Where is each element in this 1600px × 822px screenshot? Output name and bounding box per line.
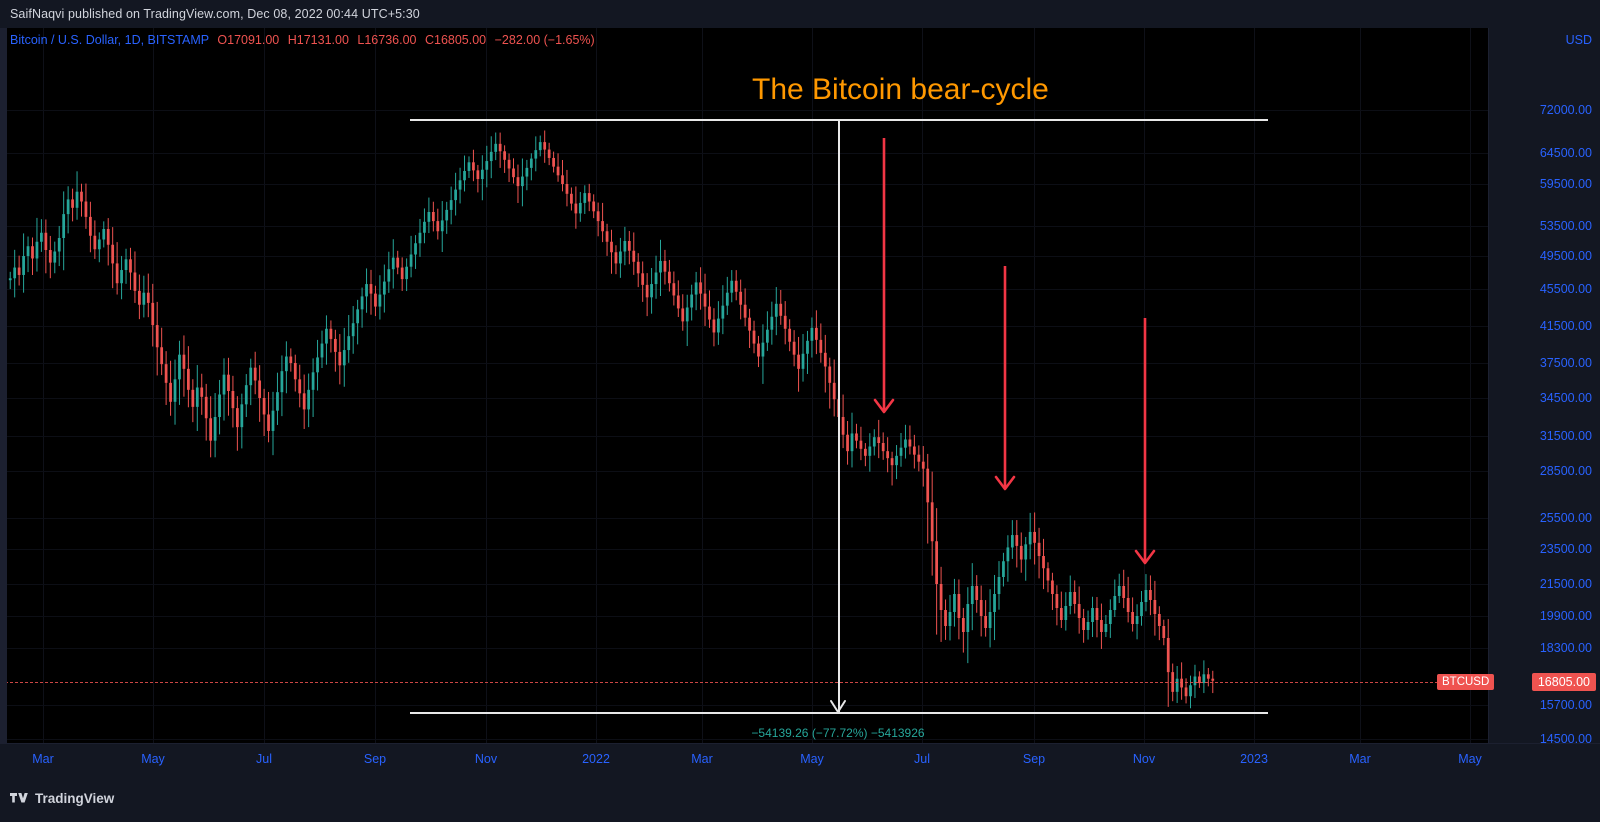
chart-plot-area[interactable]: The Bitcoin bear-cycle −54139.26 (−77.72… — [0, 28, 1488, 743]
time-axis-tick: Sep — [1022, 752, 1046, 766]
legend-high: H17131.00 — [287, 33, 349, 47]
time-axis-tick: May — [1458, 752, 1482, 766]
time-axis[interactable]: Mar May Jul Sep Nov 2022 Mar May Jul Sep Nov 2023 Ma… — [0, 743, 1600, 775]
vertical-gridline — [1470, 28, 1471, 743]
horizontal-gridline — [0, 184, 1488, 185]
horizontal-gridline — [0, 584, 1488, 585]
horizontal-gridline — [0, 549, 1488, 550]
measure-bottom-line[interactable] — [410, 712, 1268, 714]
horizontal-gridline — [0, 398, 1488, 399]
price-axis-tick: 31500.00 — [1539, 429, 1592, 443]
horizontal-gridline — [0, 436, 1488, 437]
legend-open: O17091.00 — [217, 33, 280, 47]
symbol-price-badge[interactable]: BTCUSD — [1437, 674, 1495, 690]
chart-title-annotation[interactable]: The Bitcoin bear-cycle — [752, 73, 1049, 106]
time-axis-tick: Mar — [1349, 752, 1371, 766]
price-axis-tick: 49500.00 — [1539, 249, 1592, 263]
vertical-gridline — [596, 28, 597, 743]
horizontal-gridline — [0, 616, 1488, 617]
vertical-gridline — [43, 28, 44, 743]
time-axis-tick: Jul — [914, 752, 930, 766]
time-axis-tick: Nov — [474, 752, 498, 766]
horizontal-gridline — [0, 648, 1488, 649]
horizontal-gridline — [0, 518, 1488, 519]
price-axis-tick: 53500.00 — [1539, 219, 1592, 233]
vertical-gridline — [153, 28, 154, 743]
brand-name: TradingView — [35, 791, 115, 806]
vertical-gridline — [702, 28, 703, 743]
current-price-line — [0, 682, 1488, 683]
price-axis-unit: USD — [1565, 33, 1592, 47]
price-axis-tick: 15700.00 — [1539, 698, 1592, 712]
candlestick-series — [8, 130, 1215, 709]
vertical-gridline — [922, 28, 923, 743]
price-axis-tick: 72000.00 — [1539, 103, 1592, 117]
publisher-bar: SaifNaqvi published on TradingView.com, … — [0, 0, 1600, 28]
price-axis-tick: 45500.00 — [1539, 282, 1592, 296]
horizontal-gridline — [0, 326, 1488, 327]
time-axis-tick: Nov — [1132, 752, 1156, 766]
vertical-gridline — [264, 28, 265, 743]
price-axis-tick: 18300.00 — [1539, 641, 1592, 655]
time-axis-tick: Mar — [691, 752, 713, 766]
price-axis-tick: 28500.00 — [1539, 464, 1592, 478]
legend-symbol[interactable]: Bitcoin / U.S. Dollar, 1D, BITSTAMP — [10, 33, 209, 47]
horizontal-gridline — [0, 705, 1488, 706]
price-axis[interactable]: USD 72000.00 64500.00 59500.00 53500.00 4950… — [1489, 28, 1600, 777]
price-axis-tick: 23500.00 — [1539, 542, 1592, 556]
horizontal-gridline — [0, 289, 1488, 290]
vertical-gridline — [812, 28, 813, 743]
vertical-gridline — [1034, 28, 1035, 743]
vertical-gridline — [375, 28, 376, 743]
horizontal-gridline — [0, 471, 1488, 472]
time-axis-tick: 2022 — [582, 752, 610, 766]
price-axis-tick: 14500.00 — [1539, 732, 1592, 746]
time-axis-tick: Mar — [32, 752, 54, 766]
horizontal-gridline — [0, 363, 1488, 364]
price-axis-tick: 19900.00 — [1539, 609, 1592, 623]
price-axis-tick: 21500.00 — [1539, 577, 1592, 591]
horizontal-gridline — [0, 256, 1488, 257]
left-edge-rail — [0, 28, 7, 743]
time-axis-tick: May — [141, 752, 165, 766]
price-axis-tick: 59500.00 — [1539, 177, 1592, 191]
price-axis-tick: 64500.00 — [1539, 146, 1592, 160]
price-axis-tick: 37500.00 — [1539, 356, 1592, 370]
measurement-label: −54139.26 (−77.72%) −5413926 — [751, 726, 925, 740]
price-axis-tick: 41500.00 — [1539, 319, 1592, 333]
current-price-badge[interactable]: 16805.00 — [1531, 673, 1596, 691]
time-axis-tick: May — [800, 752, 824, 766]
price-axis-tick: 34500.00 — [1539, 391, 1592, 405]
legend-low: L16736.00 — [357, 33, 417, 47]
legend-close: C16805.00 — [424, 33, 487, 47]
time-axis-tick: 2023 — [1240, 752, 1268, 766]
horizontal-gridline — [0, 110, 1488, 111]
price-axis-tick: 25500.00 — [1539, 511, 1592, 525]
horizontal-gridline — [0, 153, 1488, 154]
tradingview-logo-icon — [10, 789, 29, 808]
vertical-gridline — [1360, 28, 1361, 743]
symbol-legend[interactable]: Bitcoin / U.S. Dollar, 1D, BITSTAMP O170… — [10, 33, 595, 47]
legend-change: −282.00 (−1.65%) — [494, 33, 595, 47]
horizontal-gridline — [0, 739, 1488, 740]
time-axis-tick: Sep — [363, 752, 387, 766]
measure-vertical-line[interactable] — [838, 119, 840, 712]
vertical-gridline — [1254, 28, 1255, 743]
vertical-gridline — [486, 28, 487, 743]
time-axis-tick: Jul — [256, 752, 272, 766]
pane-separator — [1488, 28, 1489, 743]
horizontal-gridline — [0, 226, 1488, 227]
brand-bar: TradingView — [0, 775, 1600, 822]
publisher-text: SaifNaqvi published on TradingView.com, … — [10, 7, 420, 21]
